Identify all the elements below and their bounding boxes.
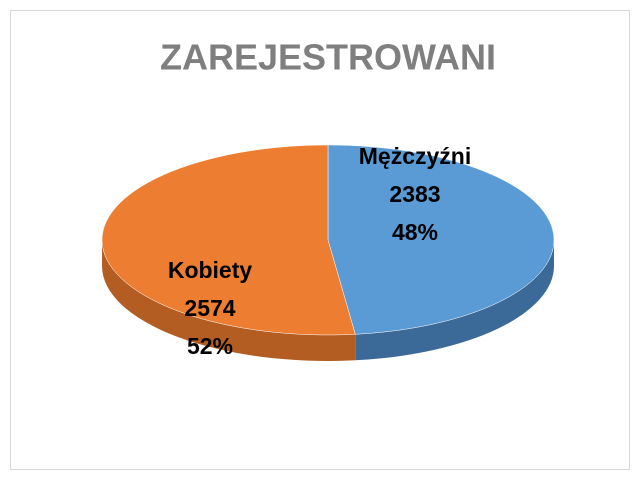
- data-label-value: 2574: [184, 295, 235, 321]
- data-label-percent: 48%: [392, 219, 438, 245]
- data-label-name: Kobiety: [168, 257, 253, 283]
- pie-slice: [327, 144, 555, 335]
- pie-side: [355, 240, 554, 361]
- data-label-percent: 52%: [187, 333, 233, 359]
- data-label-value: 2383: [389, 181, 440, 207]
- chart-title: ZAREJESTROWANI: [160, 37, 496, 78]
- pie-slice: [101, 144, 356, 336]
- data-label-name: Mężczyźni: [359, 143, 471, 169]
- pie-side: [102, 240, 356, 361]
